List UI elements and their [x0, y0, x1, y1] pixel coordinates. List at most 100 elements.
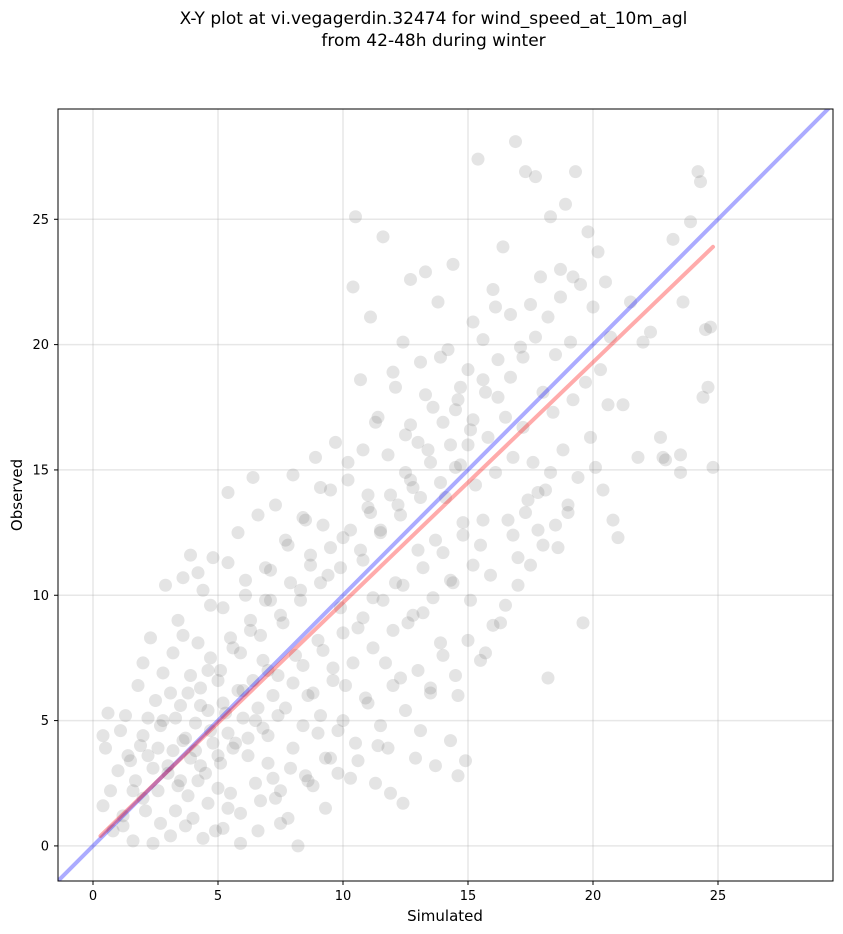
data-point	[104, 784, 117, 798]
data-point	[446, 257, 460, 271]
data-point	[184, 668, 197, 682]
data-point	[376, 230, 390, 244]
data-point	[214, 663, 227, 677]
data-point	[426, 591, 440, 605]
data-point	[314, 576, 327, 590]
data-point	[421, 443, 435, 457]
data-point	[404, 473, 417, 487]
data-point	[351, 621, 365, 635]
data-point	[381, 448, 395, 462]
data-point	[549, 348, 562, 362]
data-point	[559, 197, 572, 211]
data-point	[574, 277, 587, 291]
x-axis-ticks: 0 5 10 15 20 25	[89, 881, 726, 904]
data-point	[624, 295, 637, 309]
data-point	[236, 711, 250, 725]
data-point	[334, 561, 347, 575]
data-point	[251, 508, 265, 522]
data-point	[274, 608, 287, 622]
data-point	[136, 656, 150, 670]
data-point	[674, 448, 687, 462]
data-point	[309, 450, 322, 464]
data-point	[319, 751, 332, 765]
data-point	[361, 488, 375, 502]
data-point	[449, 403, 462, 417]
data-point	[226, 741, 240, 755]
data-point	[261, 663, 275, 677]
chart-title: X-Y plot at vi.vegagerdin.32474 for wind…	[0, 8, 843, 52]
x-tick-label: 0	[89, 889, 97, 904]
data-point	[111, 764, 125, 778]
data-point	[336, 626, 350, 640]
data-point	[386, 365, 400, 379]
data-point	[256, 653, 270, 667]
data-point	[191, 566, 205, 580]
data-point	[286, 468, 300, 482]
data-point	[361, 501, 375, 515]
y-tick-label: 25	[32, 213, 49, 228]
data-point	[494, 616, 507, 630]
data-point	[399, 704, 412, 718]
data-point	[486, 618, 500, 632]
data-point	[221, 485, 235, 499]
data-point	[611, 531, 625, 545]
data-point	[414, 491, 427, 505]
data-point	[249, 714, 262, 728]
data-point	[694, 175, 707, 189]
data-point	[251, 701, 265, 715]
data-point	[96, 799, 110, 813]
data-point	[296, 511, 310, 525]
identity-line	[58, 109, 831, 881]
data-point	[371, 739, 385, 753]
data-point	[336, 531, 350, 545]
data-point	[269, 791, 282, 805]
data-point	[274, 784, 287, 798]
grid-lines	[58, 109, 833, 881]
data-point	[516, 420, 530, 434]
data-point	[304, 558, 317, 572]
data-point	[216, 601, 230, 615]
data-point	[491, 353, 505, 367]
data-point	[396, 335, 410, 349]
data-point	[414, 724, 427, 738]
data-point	[456, 528, 470, 542]
data-point	[141, 711, 155, 725]
data-point	[246, 673, 260, 687]
data-point	[284, 761, 297, 775]
data-point	[121, 749, 135, 763]
data-point	[221, 726, 235, 740]
data-point	[464, 593, 477, 607]
data-point	[139, 804, 152, 818]
data-point	[356, 443, 370, 457]
data-point	[331, 766, 345, 780]
data-point	[206, 551, 220, 565]
data-point	[116, 809, 130, 823]
data-point	[189, 744, 202, 758]
data-point	[466, 315, 480, 329]
data-point	[209, 824, 222, 838]
data-point	[196, 583, 210, 597]
data-point	[326, 661, 340, 675]
reference-lines	[58, 109, 831, 881]
data-point	[194, 699, 207, 713]
data-point	[516, 350, 530, 364]
data-point	[99, 741, 112, 755]
data-point	[476, 513, 490, 527]
data-point	[186, 811, 200, 825]
data-point	[204, 598, 217, 612]
data-point	[151, 741, 165, 755]
data-point	[294, 593, 307, 607]
data-point	[419, 265, 432, 279]
data-point	[704, 320, 717, 334]
data-point	[539, 483, 552, 497]
data-point	[386, 678, 400, 692]
data-point	[571, 470, 585, 484]
data-point	[696, 390, 710, 404]
data-point	[239, 588, 252, 602]
data-point	[656, 450, 670, 464]
data-point	[429, 759, 442, 773]
x-axis-label: Simulated	[407, 907, 483, 925]
data-point	[459, 754, 472, 768]
data-point	[386, 623, 400, 637]
data-point	[544, 465, 557, 479]
